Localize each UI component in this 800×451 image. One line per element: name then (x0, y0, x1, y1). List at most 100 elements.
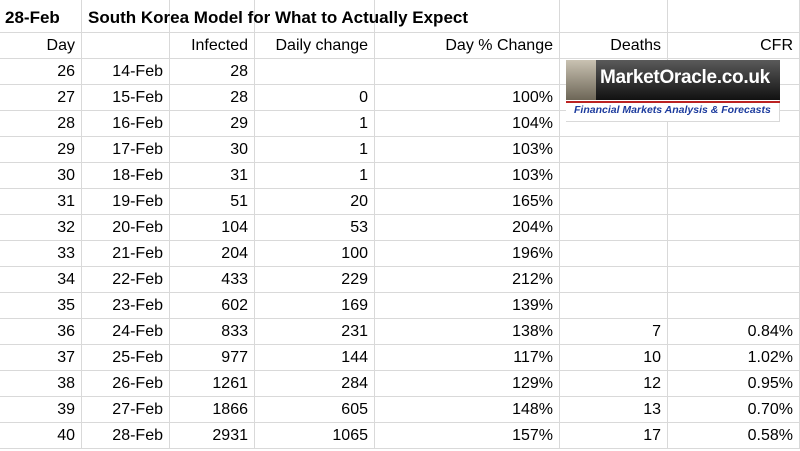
header-cell: Deaths (560, 33, 668, 59)
cfr-cell: 0.95% (668, 371, 800, 397)
pct-cell: 165% (375, 189, 560, 215)
infected-cell: 204 (170, 241, 255, 267)
day-cell: 35 (0, 293, 82, 319)
day-cell: 34 (0, 267, 82, 293)
day-cell: 31 (0, 189, 82, 215)
header-cell: CFR (668, 33, 800, 59)
change-cell: 605 (255, 397, 375, 423)
pct-cell: 104% (375, 111, 560, 137)
cell (255, 59, 375, 85)
day-cell: 28 (0, 111, 82, 137)
title-date: 28-Feb (5, 8, 60, 27)
infected-cell: 833 (170, 319, 255, 345)
day-cell: 27 (0, 85, 82, 111)
day-cell: 40 (0, 423, 82, 449)
cell (375, 0, 560, 33)
pct-cell: 117% (375, 345, 560, 371)
cell (82, 33, 170, 59)
infected-cell: 29 (170, 111, 255, 137)
cell (560, 293, 668, 319)
logo-line (566, 101, 780, 103)
day-cell: 38 (0, 371, 82, 397)
date-cell: 28-Feb (82, 423, 170, 449)
pct-cell: 148% (375, 397, 560, 423)
logo-tagline: Financial Markets Analysis & Forecasts (574, 104, 771, 116)
cell (0, 0, 82, 33)
change-cell: 169 (255, 293, 375, 319)
change-cell: 284 (255, 371, 375, 397)
change-cell: 231 (255, 319, 375, 345)
change-cell: 1 (255, 163, 375, 189)
cell (560, 267, 668, 293)
cell (560, 111, 668, 137)
change-cell: 100 (255, 241, 375, 267)
deaths-cell: 12 (560, 371, 668, 397)
change-cell: 1 (255, 111, 375, 137)
infected-cell: 433 (170, 267, 255, 293)
change-cell: 1065 (255, 423, 375, 449)
cell (560, 241, 668, 267)
day-cell: 33 (0, 241, 82, 267)
pct-cell: 103% (375, 163, 560, 189)
change-cell: 53 (255, 215, 375, 241)
infected-cell: 1866 (170, 397, 255, 423)
logo-bar (596, 60, 780, 100)
header-cell: Day % Change (375, 33, 560, 59)
cell (668, 189, 800, 215)
infected-cell: 30 (170, 137, 255, 163)
logo: MarketOracle.co.uk Financial Markets Anal… (566, 60, 780, 122)
date-cell: 24-Feb (82, 319, 170, 345)
cell (668, 163, 800, 189)
day-cell: 32 (0, 215, 82, 241)
date-cell: 21-Feb (82, 241, 170, 267)
pct-cell: 100% (375, 85, 560, 111)
infected-cell: 28 (170, 59, 255, 85)
deaths-cell: 13 (560, 397, 668, 423)
date-cell: 25-Feb (82, 345, 170, 371)
change-cell: 0 (255, 85, 375, 111)
pct-cell: 196% (375, 241, 560, 267)
cell (668, 293, 800, 319)
cell (560, 215, 668, 241)
date-cell: 26-Feb (82, 371, 170, 397)
cell (560, 0, 668, 33)
cfr-cell: 0.84% (668, 319, 800, 345)
infected-cell: 51 (170, 189, 255, 215)
day-cell: 30 (0, 163, 82, 189)
logo-statue (566, 60, 598, 100)
day-cell: 36 (0, 319, 82, 345)
cell (375, 59, 560, 85)
day-cell: 26 (0, 59, 82, 85)
day-cell: 39 (0, 397, 82, 423)
cell (560, 189, 668, 215)
infected-cell: 28 (170, 85, 255, 111)
cell (668, 215, 800, 241)
pct-cell: 139% (375, 293, 560, 319)
cell (668, 241, 800, 267)
date-cell: 16-Feb (82, 111, 170, 137)
cell (668, 267, 800, 293)
pct-cell: 129% (375, 371, 560, 397)
deaths-cell: 17 (560, 423, 668, 449)
change-cell: 20 (255, 189, 375, 215)
cell (668, 0, 800, 33)
day-cell: 37 (0, 345, 82, 371)
header-cell: Day (0, 33, 82, 59)
cell (560, 163, 668, 189)
date-cell: 23-Feb (82, 293, 170, 319)
pct-cell: 103% (375, 137, 560, 163)
date-cell: 15-Feb (82, 85, 170, 111)
infected-cell: 104 (170, 215, 255, 241)
pct-cell: 204% (375, 215, 560, 241)
infected-cell: 31 (170, 163, 255, 189)
day-cell: 29 (0, 137, 82, 163)
date-cell: 17-Feb (82, 137, 170, 163)
logo-name: MarketOracle.co.uk (600, 67, 770, 88)
sheet-title: South Korea Model for What to Actually E… (88, 8, 469, 27)
cell (170, 0, 255, 33)
change-cell: 144 (255, 345, 375, 371)
deaths-cell: 10 (560, 345, 668, 371)
change-cell: 229 (255, 267, 375, 293)
cfr-cell: 1.02% (668, 345, 800, 371)
